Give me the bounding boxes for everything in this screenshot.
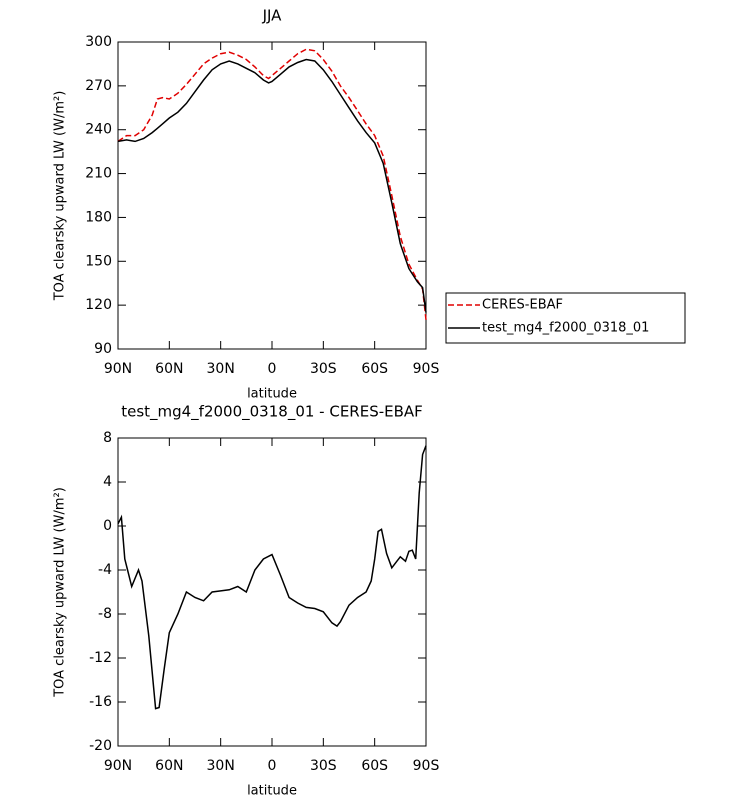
x-tick-label: 0	[268, 758, 277, 774]
x-tick-label: 30N	[207, 361, 235, 377]
x-tick-label: 30S	[310, 361, 337, 377]
plot-frame	[117, 437, 427, 747]
data-line	[117, 445, 427, 710]
chart-title: test_mg4_f2000_0318_01 - CERES-EBAF	[121, 403, 423, 422]
y-tick-label: 8	[103, 430, 112, 446]
y-tick-label: 0	[103, 518, 112, 534]
data-line	[117, 58, 427, 313]
y-tick-label: -12	[89, 650, 112, 666]
data-line	[117, 48, 427, 320]
x-tick-label: 30N	[207, 758, 235, 774]
x-tick-label: 60N	[155, 361, 183, 377]
y-tick-label: -8	[98, 606, 112, 622]
y-tick-label: 240	[85, 122, 112, 138]
x-tick-label: 90S	[413, 758, 440, 774]
y-tick-label: 4	[103, 474, 112, 490]
x-axis-label: latitude	[247, 784, 297, 799]
x-tick-label: 60N	[155, 758, 183, 774]
legend-label: test_mg4_f2000_0318_01	[482, 321, 649, 336]
y-tick-label: 120	[85, 297, 112, 313]
y-tick-label: -4	[98, 562, 112, 578]
y-tick-label: 150	[85, 253, 112, 269]
x-tick-label: 90N	[104, 758, 132, 774]
y-tick-label: 180	[85, 209, 112, 225]
legend-box	[445, 292, 686, 344]
x-axis-label: latitude	[247, 387, 297, 402]
x-tick-label: 90S	[413, 361, 440, 377]
x-tick-label: 60S	[361, 361, 388, 377]
y-tick-label: 210	[85, 166, 112, 182]
x-tick-label: 0	[268, 361, 277, 377]
x-tick-label: 60S	[361, 758, 388, 774]
y-tick-label: -16	[89, 694, 112, 710]
y-tick-label: -20	[89, 738, 112, 754]
y-tick-label: 300	[85, 34, 112, 50]
y-tick-label: 90	[94, 341, 112, 357]
y-tick-label: 270	[85, 78, 112, 94]
plot-frame	[117, 41, 427, 350]
x-tick-label: 30S	[310, 758, 337, 774]
legend-label: CERES-EBAF	[482, 298, 563, 313]
y-axis-label: TOA clearsky upward LW (W/m²)	[53, 91, 68, 302]
x-tick-label: 90N	[104, 361, 132, 377]
y-axis-label: TOA clearsky upward LW (W/m²)	[53, 487, 68, 698]
chart-title: JJA	[262, 7, 283, 25]
